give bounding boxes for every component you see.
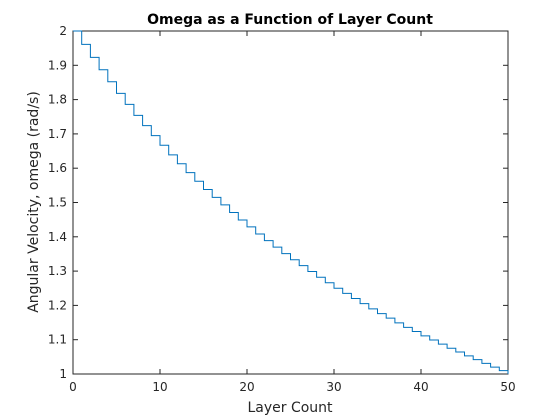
chart-title: Omega as a Function of Layer Count xyxy=(147,12,433,28)
y-tick-label: 1.8 xyxy=(48,93,67,107)
x-tick-label: 40 xyxy=(413,380,428,394)
y-tick-label: 1 xyxy=(59,367,67,381)
y-tick-label: 1.2 xyxy=(48,298,67,312)
y-tick-label: 1.1 xyxy=(48,333,67,347)
x-tick-label: 50 xyxy=(500,380,515,394)
x-tick-label: 20 xyxy=(239,380,254,394)
x-axis-title: Layer Count xyxy=(247,400,333,416)
axes-frame xyxy=(73,31,508,374)
plot-area-box xyxy=(73,31,508,374)
y-tick-label: 1.6 xyxy=(48,161,67,175)
y-axis-title: Angular Velocity, omega (rad/s) xyxy=(26,91,42,313)
x-tick-label: 10 xyxy=(152,380,167,394)
x-tick-label: 0 xyxy=(69,380,77,394)
y-tick-label: 1.5 xyxy=(48,196,67,210)
y-tick-label: 1.9 xyxy=(48,58,67,72)
y-tick-label: 2 xyxy=(59,24,67,38)
y-tick-label: 1.3 xyxy=(48,264,67,278)
y-tick-label: 1.7 xyxy=(48,127,67,141)
x-tick-label: 30 xyxy=(326,380,341,394)
y-tick-label: 1.4 xyxy=(48,230,67,244)
